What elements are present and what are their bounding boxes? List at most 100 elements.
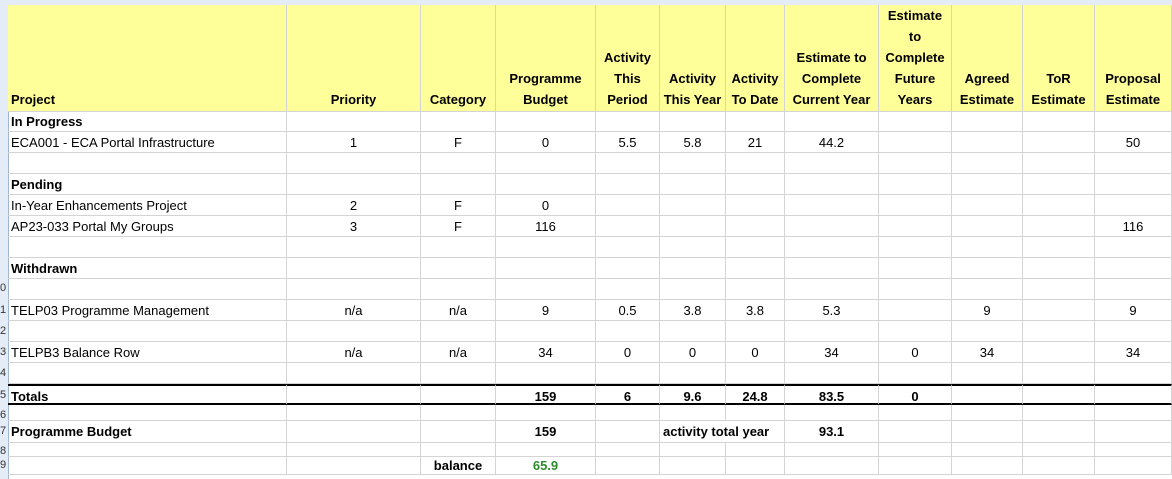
cell-tor[interactable] [1023,174,1095,195]
cell-proposal[interactable] [1095,279,1172,300]
cell-act-todate[interactable]: 24.8 [726,384,785,405]
cell-act-period[interactable] [596,237,660,258]
row-number[interactable]: 0 [0,282,7,294]
cell-budget[interactable]: 159 [496,384,596,405]
cell-proposal[interactable]: 116 [1095,216,1172,237]
cell-proposal[interactable] [1095,363,1172,384]
cell-act-todate[interactable] [726,363,785,384]
row-number[interactable]: 1 [0,304,7,316]
cell-act-period[interactable] [596,112,660,132]
cell-etc-current[interactable]: 5.3 [785,300,879,321]
cell-project[interactable]: In-Year Enhancements Project [8,195,287,216]
cell-act-todate[interactable] [726,153,785,174]
cell-agreed[interactable] [952,405,1023,421]
cell-act-year[interactable]: 3.8 [660,300,726,321]
cell-act-year[interactable] [660,363,726,384]
cell-agreed[interactable] [952,216,1023,237]
cell-agreed[interactable] [952,384,1023,405]
cell-priority[interactable] [287,421,421,443]
cell-agreed[interactable] [952,363,1023,384]
cell-act-todate[interactable] [726,112,785,132]
cell-budget[interactable]: 0 [496,195,596,216]
cell-agreed[interactable]: 9 [952,300,1023,321]
cell-act-year[interactable] [660,153,726,174]
cell-budget[interactable] [496,443,596,457]
cell-etc-future[interactable] [879,153,952,174]
cell-category[interactable] [421,321,496,342]
cell-act-period[interactable] [596,405,660,421]
cell-act-period[interactable] [596,421,660,443]
cell-category[interactable] [421,237,496,258]
cell-priority[interactable] [287,279,421,300]
cell-proposal[interactable] [1095,321,1172,342]
cell-budget[interactable]: 65.9 [496,457,596,475]
cell-act-year[interactable] [660,237,726,258]
row-number[interactable]: 9 [0,459,7,471]
cell-priority[interactable] [287,384,421,405]
cell-budget[interactable]: 34 [496,342,596,363]
cell-category[interactable]: balance [421,457,496,475]
cell-act-todate[interactable] [726,195,785,216]
cell-category[interactable]: n/a [421,342,496,363]
row-number[interactable]: 5 [0,389,7,401]
cell-project[interactable]: TELP03 Programme Management [8,300,287,321]
cell-proposal[interactable] [1095,384,1172,405]
cell-priority[interactable] [287,405,421,421]
cell-proposal[interactable] [1095,112,1172,132]
cell-tor[interactable] [1023,112,1095,132]
cell-act-todate[interactable]: 3.8 [726,300,785,321]
cell-etc-current[interactable] [785,153,879,174]
cell-etc-current[interactable] [785,216,879,237]
cell-act-year[interactable] [660,174,726,195]
cell-act-year[interactable] [660,195,726,216]
cell-act-year[interactable] [660,216,726,237]
cell-agreed[interactable] [952,258,1023,279]
header-category[interactable]: Category [421,5,496,112]
cell-act-year[interactable] [660,279,726,300]
cell-etc-future[interactable] [879,457,952,475]
cell-project[interactable] [8,237,287,258]
cell-etc-future[interactable] [879,300,952,321]
cell-act-period[interactable] [596,258,660,279]
cell-project[interactable]: Withdrawn [8,258,287,279]
cell-act-todate[interactable] [726,174,785,195]
cell-category[interactable] [421,112,496,132]
cell-act-todate[interactable] [726,279,785,300]
cell-act-period[interactable]: 0.5 [596,300,660,321]
cell-etc-future[interactable] [879,174,952,195]
cell-tor[interactable] [1023,132,1095,153]
cell-act-year[interactable]: activity total year [660,421,769,443]
cell-act-year[interactable]: 0 [660,342,726,363]
row-number[interactable]: 8 [0,445,7,457]
cell-etc-future[interactable] [879,363,952,384]
header-act-period[interactable]: Activity This Period [596,5,660,112]
cell-priority[interactable] [287,457,421,475]
cell-category[interactable]: n/a [421,300,496,321]
cell-tor[interactable] [1023,279,1095,300]
cell-proposal[interactable] [1095,237,1172,258]
cell-act-period[interactable] [596,195,660,216]
cell-priority[interactable] [287,237,421,258]
cell-proposal[interactable] [1095,421,1172,443]
cell-etc-current[interactable] [785,279,879,300]
cell-etc-future[interactable] [879,195,952,216]
cell-etc-future[interactable] [879,321,952,342]
cell-agreed[interactable] [952,237,1023,258]
cell-tor[interactable] [1023,405,1095,421]
cell-agreed[interactable] [952,321,1023,342]
cell-act-year[interactable] [660,258,726,279]
cell-priority[interactable]: 3 [287,216,421,237]
cell-etc-future[interactable] [879,258,952,279]
cell-etc-future[interactable] [879,237,952,258]
cell-act-year[interactable]: 5.8 [660,132,726,153]
cell-etc-current[interactable]: 34 [785,342,879,363]
cell-tor[interactable] [1023,300,1095,321]
cell-project[interactable] [8,405,287,421]
cell-etc-current[interactable]: 93.1 [785,421,879,443]
cell-agreed[interactable] [952,279,1023,300]
cell-priority[interactable] [287,174,421,195]
cell-proposal[interactable] [1095,457,1172,475]
header-proposal[interactable]: Proposal Estimate [1095,5,1172,112]
cell-budget[interactable] [496,112,596,132]
cell-etc-future[interactable] [879,405,952,421]
